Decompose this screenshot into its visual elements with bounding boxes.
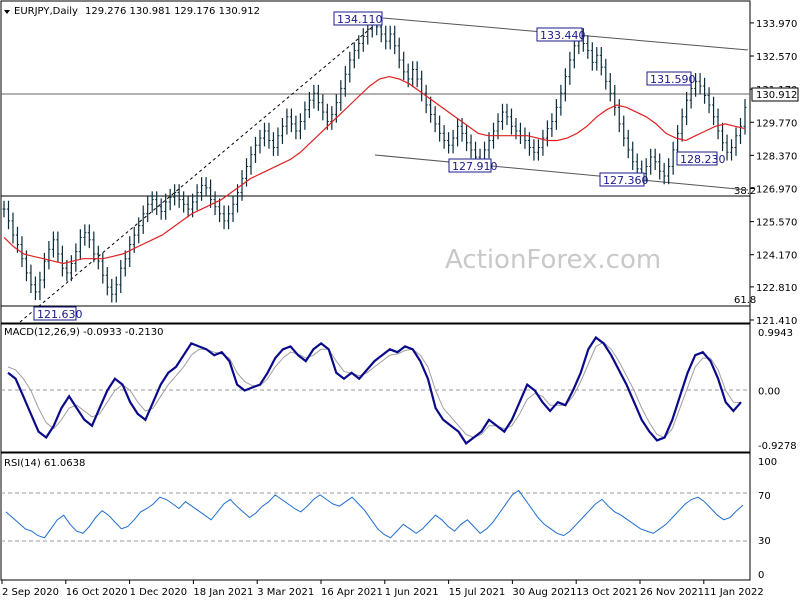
fib-61-label: 61.8 bbox=[734, 295, 756, 306]
x-tick-label: 1 Jun 2021 bbox=[385, 587, 439, 598]
macd-y-tick-label: 0.9943 bbox=[758, 328, 793, 339]
x-tick-label: 2 Sep 2020 bbox=[2, 587, 59, 598]
macd-y-tick-label: 0.00 bbox=[758, 386, 780, 397]
x-tick-label: 26 Nov 2021 bbox=[640, 587, 704, 598]
price-y-tick-label: 125.570 bbox=[756, 218, 797, 229]
annotation-label: 121.630 bbox=[37, 308, 83, 321]
x-tick-label: 16 Apr 2021 bbox=[321, 587, 383, 598]
price-y-tick-label: 128.370 bbox=[756, 151, 797, 162]
x-tick-label: 16 Oct 2020 bbox=[66, 587, 128, 598]
macd-header: MACD(12,26,9) -0.0933 -0.2130 bbox=[4, 327, 164, 338]
annotation-label: 134.110 bbox=[337, 13, 383, 26]
rsi-line bbox=[5, 489, 744, 539]
price-panel-frame bbox=[0, 0, 751, 324]
fib-38-label: 38.2 bbox=[734, 186, 756, 197]
macd-y-tick-label: -0.9278 bbox=[758, 441, 797, 452]
annotation-label: 133.440 bbox=[540, 29, 586, 42]
rsi-y-tick-label: 70 bbox=[758, 491, 771, 502]
watermark-text: ActionForex.com bbox=[445, 245, 661, 275]
macd-y-axis: 0.9943 0.00 -0.9278 bbox=[758, 328, 797, 452]
x-tick-label: 11 Jan 2022 bbox=[704, 587, 764, 598]
annotation-box bbox=[599, 172, 645, 187]
annotation-label: 128.230 bbox=[680, 153, 726, 166]
annotations-group: 134.110 133.440 131.590 127.910 127.360 128.2… bbox=[33, 11, 726, 321]
dropdown-triangle-icon bbox=[4, 10, 10, 14]
price-y-tick-label: 126.970 bbox=[756, 184, 797, 195]
price-y-tick-label: 122.810 bbox=[756, 283, 797, 294]
annotation-box bbox=[448, 158, 492, 173]
moving-average-line bbox=[3, 75, 746, 265]
rsi-header: RSI(14) 61.0638 bbox=[4, 458, 85, 469]
price-y-tick-label: 121.410 bbox=[756, 316, 797, 327]
dashed-trendline bbox=[19, 17, 384, 323]
annotation-box bbox=[333, 11, 383, 26]
price-bars-group bbox=[2, 13, 747, 303]
x-tick-label: 30 Aug 2021 bbox=[512, 587, 576, 598]
price-y-tick-label: 124.170 bbox=[756, 251, 797, 262]
annotation-label: 131.590 bbox=[650, 73, 696, 86]
rsi-panel-frame bbox=[0, 452, 751, 581]
annotation-box bbox=[676, 151, 718, 166]
current-price-value: 130.912 bbox=[756, 90, 797, 101]
x-tick-label: 13 Oct 2021 bbox=[576, 587, 638, 598]
rsi-y-tick-label: 0 bbox=[758, 570, 764, 581]
macd-signal-line bbox=[7, 341, 742, 439]
annotation-box bbox=[536, 27, 583, 42]
annotation-box bbox=[646, 71, 692, 86]
x-tick-label: 3 Mar 2021 bbox=[257, 587, 314, 598]
annotation-label: 127.360 bbox=[603, 174, 649, 187]
macd-line bbox=[7, 335, 742, 445]
annotation-box bbox=[33, 306, 77, 321]
annotation-label: 127.910 bbox=[452, 160, 498, 173]
price-header-ohlc: 129.276 130.981 129.176 130.912 bbox=[85, 6, 260, 17]
rsi-y-axis: 100 70 30 0 bbox=[758, 457, 777, 581]
lower-trendline bbox=[374, 154, 749, 191]
price-header-symbol: EURJPY,Daily bbox=[14, 6, 78, 17]
price-y-tick-label: 132.570 bbox=[756, 52, 797, 63]
price-y-axis: 133.970132.570131.170129.770128.370126.9… bbox=[750, 19, 797, 327]
x-axis: 2 Sep 2020 16 Oct 2020 1 Dec 2020 18 Jan 20… bbox=[1, 580, 764, 598]
x-tick-label: 18 Jan 2021 bbox=[193, 587, 253, 598]
price-y-tick-label: 133.970 bbox=[756, 19, 797, 30]
rsi-y-tick-label: 100 bbox=[758, 457, 777, 468]
macd-panel-frame bbox=[0, 323, 751, 453]
rsi-y-tick-label: 30 bbox=[758, 536, 771, 547]
current-price-tag bbox=[751, 87, 799, 102]
x-tick-label: 1 Dec 2020 bbox=[130, 587, 188, 598]
price-y-tick-label: 129.770 bbox=[756, 118, 797, 129]
x-tick-label: 15 Jul 2021 bbox=[449, 587, 506, 598]
